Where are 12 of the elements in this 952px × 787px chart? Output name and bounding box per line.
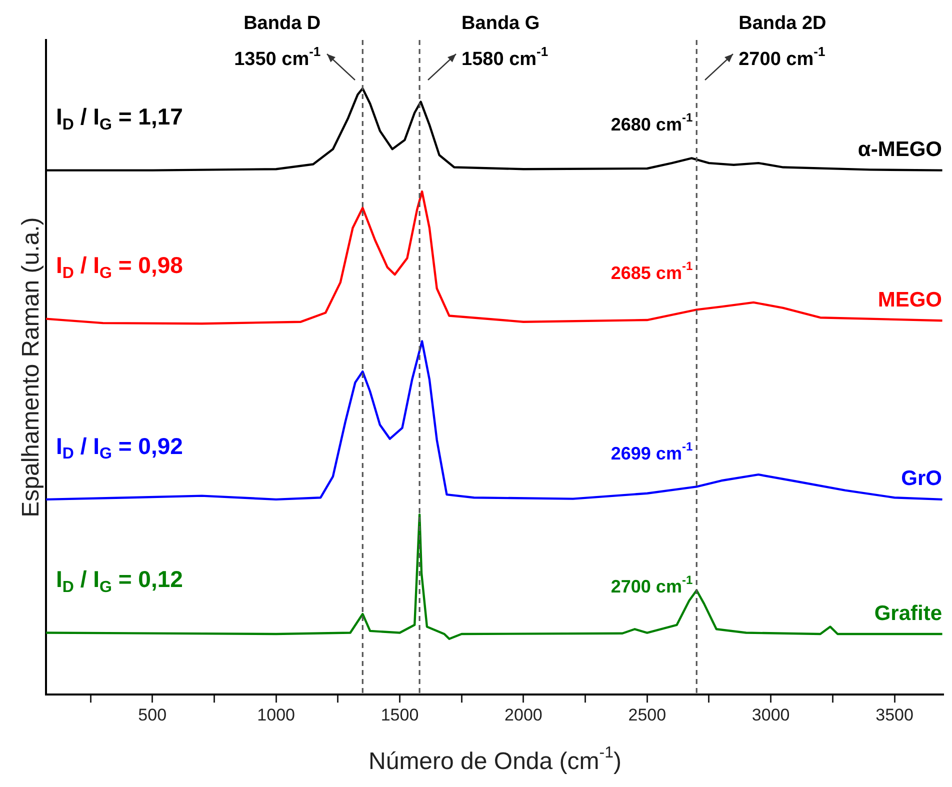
series-label: α-MEGO [858, 138, 942, 162]
x-tick-label: 2000 [504, 705, 542, 724]
x-tick-label: 1000 [257, 705, 295, 724]
series-label: MEGO [878, 288, 942, 312]
x-tick-label: 1500 [380, 705, 419, 724]
series-label: Grafite [874, 602, 942, 625]
x-tick-label: 3000 [752, 705, 790, 724]
series-label: GrO [901, 467, 942, 490]
x-tick-label: 3500 [876, 705, 914, 724]
x-tick-label: 2500 [628, 705, 666, 724]
y-axis-title: Espalhamento Raman (u.a.) [18, 217, 45, 518]
x-tick-label: 500 [138, 705, 167, 724]
